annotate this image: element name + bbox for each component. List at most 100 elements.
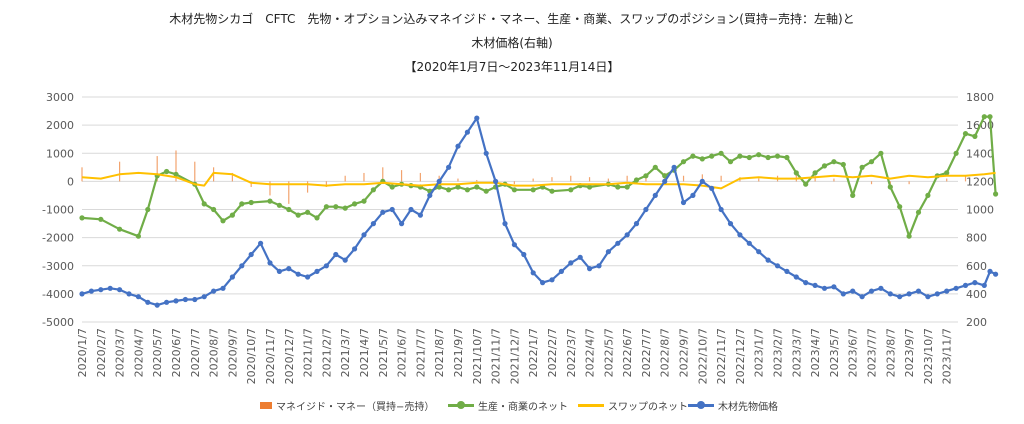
series-point-3: [436, 178, 442, 184]
series-point-1: [446, 187, 452, 193]
legend-label-lumber-price: 木材先物価格: [718, 402, 778, 413]
series-point-1: [314, 215, 320, 221]
chart-legend: マネイジド・マネー（買持−売持） 生産・商業のネット スワップのネット 木材先物…: [0, 398, 1024, 414]
series-point-1: [295, 212, 301, 218]
series-line-2: [81, 171, 996, 190]
series-point-3: [859, 294, 865, 300]
series-point-1: [709, 153, 715, 159]
series-point-1: [436, 184, 442, 190]
series-point-1: [793, 170, 799, 176]
x-tick-label: 2021/2/7: [320, 328, 333, 377]
series-point-3: [446, 164, 452, 170]
y-right-tick-label: 800: [966, 232, 987, 245]
series-point-3: [417, 212, 423, 218]
series-point-3: [399, 221, 405, 227]
y-left-tick-label: -3000: [42, 260, 74, 273]
series-point-3: [352, 246, 358, 252]
series-point-3: [502, 221, 508, 227]
series-point-3: [915, 288, 922, 294]
series-point-1: [737, 153, 743, 159]
series-point-1: [718, 150, 724, 156]
x-tick-label: 2022/11/7: [715, 328, 728, 384]
series-point-3: [220, 285, 226, 291]
series-point-1: [643, 173, 649, 179]
series-point-3: [774, 263, 781, 269]
series-point-1: [746, 154, 752, 161]
series-point-3: [427, 192, 433, 198]
series-point-1: [878, 150, 884, 156]
y-right-tick-label: 600: [966, 260, 987, 273]
legend-label-swap: スワップのネット: [608, 402, 688, 413]
series-point-1: [173, 171, 179, 177]
series-point-3: [587, 266, 593, 272]
x-tick-label: 2022/6/7: [621, 328, 634, 377]
series-point-3: [981, 282, 987, 288]
series-point-1: [276, 202, 282, 208]
x-tick-label: 2021/7/7: [414, 328, 427, 377]
series-point-1: [915, 209, 922, 215]
x-tick-label: 2020/1/7: [76, 328, 89, 377]
series-point-1: [699, 156, 705, 162]
series-point-1: [680, 159, 687, 165]
x-tick-label: 2022/2/7: [546, 328, 559, 377]
series-point-1: [239, 201, 245, 207]
series-point-3: [662, 178, 668, 184]
series-point-1: [464, 187, 470, 193]
series-point-3: [897, 294, 903, 300]
series-point-3: [380, 209, 386, 215]
series-point-3: [643, 206, 649, 213]
series-point-1: [333, 204, 339, 210]
y-right-tick-label: 1000: [966, 204, 994, 217]
series-point-3: [821, 285, 828, 291]
series-point-1: [831, 159, 837, 165]
y-left-tick-label: -2000: [42, 232, 74, 245]
series-point-3: [333, 251, 339, 258]
legend-item-swap: スワップのネット: [578, 398, 688, 413]
series-point-1: [925, 192, 931, 198]
x-tick-label: 2023/10/7: [922, 328, 935, 384]
series-point-1: [993, 191, 999, 197]
series-point-1: [455, 184, 461, 190]
series-point-1: [690, 153, 696, 159]
x-tick-label: 2021/1/7: [302, 328, 315, 377]
series-point-1: [511, 187, 517, 193]
series-point-3: [455, 143, 461, 149]
series-point-3: [633, 221, 640, 227]
series-point-3: [803, 280, 809, 286]
series-point-1: [981, 114, 987, 120]
series-point-1: [145, 206, 151, 213]
series-point-1: [784, 154, 790, 161]
series-point-3: [493, 178, 499, 184]
series-point-3: [793, 274, 799, 280]
series-point-3: [239, 263, 245, 269]
series-point-3: [117, 287, 123, 293]
series-point-3: [568, 260, 574, 266]
series-point-1: [483, 188, 489, 194]
x-tick-label: 2020/12/7: [283, 328, 296, 384]
series-point-1: [727, 159, 734, 165]
x-tick-label: 2023/7/7: [866, 328, 879, 377]
series-point-1: [662, 173, 668, 179]
series-point-1: [887, 184, 893, 190]
series-point-3: [276, 268, 282, 274]
series-point-3: [671, 164, 677, 170]
x-tick-label: 2023/11/7: [941, 328, 954, 384]
series-point-3: [370, 221, 376, 227]
series-point-3: [972, 280, 978, 286]
series-point-3: [192, 296, 198, 303]
series-point-1: [765, 154, 771, 161]
x-tick-label: 2022/7/7: [640, 328, 653, 377]
series-point-1: [906, 233, 912, 239]
series-point-3: [596, 263, 602, 269]
series-point-3: [530, 270, 536, 276]
chart-title-line-2: 木材価格(右軸): [471, 36, 553, 50]
series-point-1: [389, 184, 395, 190]
x-tick-label: 2022/4/7: [584, 328, 597, 377]
series-point-1: [953, 150, 959, 156]
series-point-3: [474, 115, 480, 121]
y-right-tick-label: 200: [966, 316, 987, 329]
series-point-3: [79, 291, 85, 297]
x-tick-label: 2020/3/7: [114, 328, 127, 377]
series-point-3: [258, 240, 264, 246]
series-point-3: [342, 257, 348, 263]
